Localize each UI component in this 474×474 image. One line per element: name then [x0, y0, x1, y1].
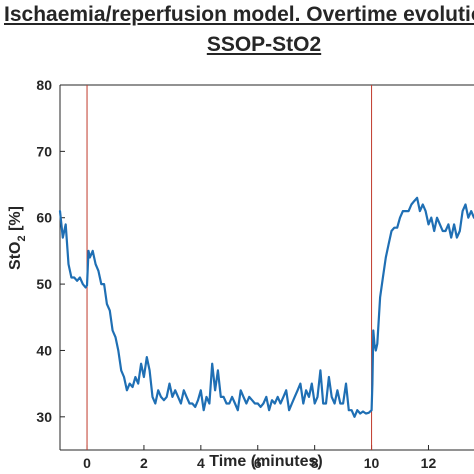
x-tick-label: 12: [421, 455, 437, 471]
y-axis-label-subscript: 2: [16, 235, 28, 241]
chart-title-line-2: SSOP-StO2: [206, 33, 322, 56]
y-tick-label: 70: [36, 143, 52, 159]
chart-title-line-1: Ischaemia/reperfusion model. Overtime ev…: [4, 3, 474, 26]
y-axis-label-unit: [%]: [7, 206, 24, 235]
y-tick-label: 30: [36, 409, 52, 425]
x-axis-label: Time (minutes): [209, 453, 323, 470]
x-tick-label: 0: [83, 455, 91, 471]
tick-labels: 30 40 50 60 70 80 0 2 4 6 8 10 12: [36, 77, 436, 471]
x-tick-label: 6: [254, 455, 262, 471]
series-layer: [58, 196, 474, 418]
sto2-series-line: [58, 196, 474, 418]
y-tick-label: 50: [36, 276, 52, 292]
y-tick-label: 40: [36, 342, 52, 358]
plot-axes: [59, 84, 474, 451]
x-tick-label: 10: [364, 455, 380, 471]
event-markers: [86, 85, 373, 450]
y-tick-label: 60: [36, 210, 52, 226]
y-axis-label-main: StO: [7, 242, 24, 270]
x-tick-label: 4: [197, 455, 205, 471]
x-tick-label: 2: [140, 455, 148, 471]
x-tick-label: 8: [311, 455, 319, 471]
y-tick-label: 80: [36, 77, 52, 93]
y-axis-label: StO2 [%]: [7, 206, 28, 270]
